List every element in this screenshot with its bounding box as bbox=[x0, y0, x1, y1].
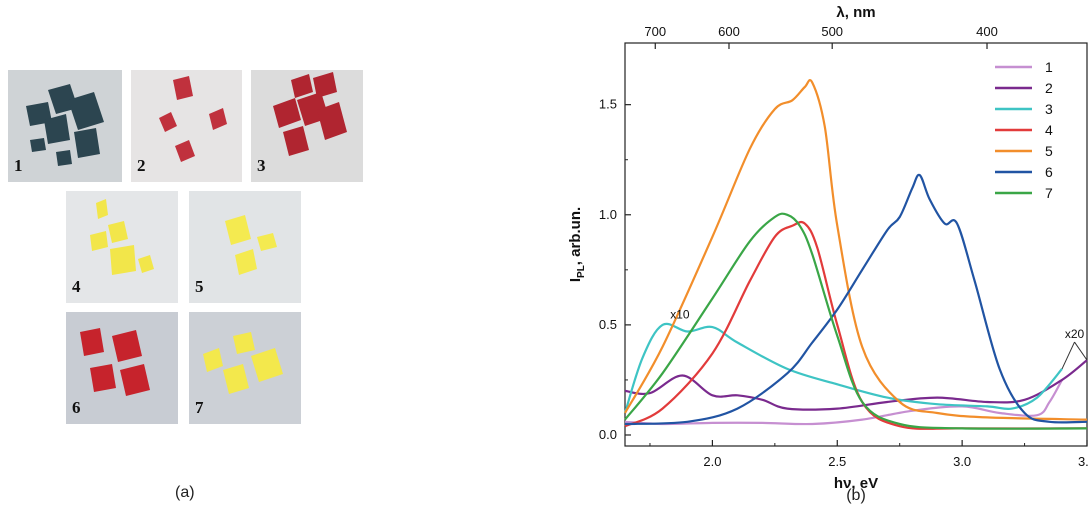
series-line-1 bbox=[624, 379, 1063, 426]
pl-spectra-chart: 2.0 2.5 3.0 3.5 0.0 0.5 1.0 1.5 700 600 500 400 x10… bbox=[567, 4, 1089, 504]
top-tick-label: 400 bbox=[976, 24, 998, 39]
y-tick-label: 0.5 bbox=[599, 317, 617, 332]
y-tick-label: 1.5 bbox=[599, 97, 617, 112]
y-axis-label: IPL, arb.un. bbox=[567, 207, 587, 282]
series-line-4 bbox=[624, 220, 1088, 430]
crystal-photo-3: 3 bbox=[251, 70, 363, 182]
crystal-image-1 bbox=[8, 70, 122, 182]
series-line-2 bbox=[624, 359, 1088, 411]
crystal-image-6 bbox=[66, 312, 178, 424]
panel-label-b: (b) bbox=[846, 487, 866, 504]
legend-label-2: 2 bbox=[1045, 80, 1053, 96]
y-tick-label: 0.0 bbox=[599, 427, 617, 442]
x-tick-label: 2.0 bbox=[703, 454, 721, 469]
panel-label-a: (a) bbox=[175, 484, 195, 501]
legend-label-6: 6 bbox=[1045, 164, 1053, 180]
photo-number-1: 1 bbox=[14, 156, 23, 175]
annotation-x10: x10 bbox=[670, 307, 690, 321]
photo-number-4: 4 bbox=[72, 277, 81, 296]
y-axis-label-main: I bbox=[567, 278, 584, 282]
plot-frame bbox=[624, 42, 1088, 447]
crystal-image-4 bbox=[66, 191, 178, 303]
annotation-pointer bbox=[1074, 341, 1088, 361]
legend-label-5: 5 bbox=[1045, 143, 1053, 159]
crystal-photo-7: 7 bbox=[189, 312, 301, 424]
legend-label-3: 3 bbox=[1045, 101, 1053, 117]
crystal-image-7 bbox=[189, 312, 301, 424]
legend-label-4: 4 bbox=[1045, 122, 1053, 138]
photo-number-6: 6 bbox=[72, 398, 81, 417]
legend-label-7: 7 bbox=[1045, 185, 1053, 201]
legend-label-1: 1 bbox=[1045, 59, 1053, 75]
top-tick-label: 600 bbox=[718, 24, 740, 39]
series-line-7 bbox=[624, 212, 1088, 430]
annotation-x20: x20 bbox=[1065, 327, 1085, 341]
photo-number-5: 5 bbox=[195, 277, 204, 296]
crystal-photo-4: 4 bbox=[66, 191, 178, 303]
annotation-pointer bbox=[1061, 341, 1075, 370]
series-line-6 bbox=[624, 173, 1088, 426]
top-axis-label: λ, nm bbox=[836, 4, 875, 21]
crystal-photo-5: 5 bbox=[189, 191, 301, 303]
crystal-photo-1: 1 bbox=[8, 70, 122, 182]
crystal-photo-2: 2 bbox=[131, 70, 242, 182]
top-tick-label: 700 bbox=[644, 24, 666, 39]
crystal-photo-6: 6 bbox=[66, 312, 178, 424]
crystal-image-5 bbox=[189, 191, 301, 303]
top-tick-label: 500 bbox=[821, 24, 843, 39]
series-line-3 bbox=[623, 322, 1063, 414]
crystal-image-3 bbox=[251, 70, 363, 182]
y-axis-label-suffix: , arb.un. bbox=[567, 207, 584, 265]
x-tick-label: 2.5 bbox=[828, 454, 846, 469]
y-tick-label: 1.0 bbox=[599, 207, 617, 222]
series-line-5 bbox=[624, 78, 1088, 421]
photo-number-7: 7 bbox=[195, 398, 204, 417]
y-axis-label-sub: PL bbox=[576, 265, 587, 278]
x-tick-label: 3.5 bbox=[1078, 454, 1089, 469]
crystal-image-2 bbox=[131, 70, 242, 182]
x-axis-label: hν, eV bbox=[834, 475, 878, 492]
photo-number-3: 3 bbox=[257, 156, 266, 175]
photo-number-2: 2 bbox=[137, 156, 146, 175]
x-tick-label: 3.0 bbox=[953, 454, 971, 469]
